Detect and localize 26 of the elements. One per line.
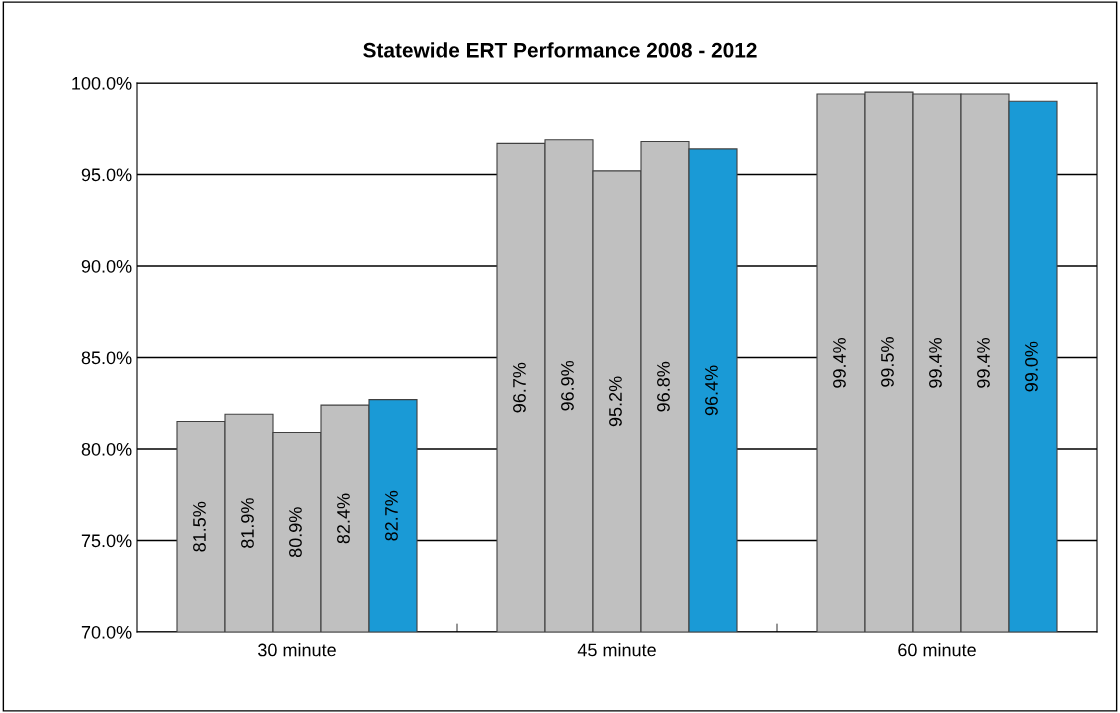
data-label: 96.4% [705, 365, 718, 416]
data-label: 81.5% [193, 501, 206, 552]
y-tick-label: 95.0% [81, 168, 132, 182]
data-label: 80.9% [289, 507, 302, 558]
chart-title: Statewide ERT Performance 2008 - 2012 [363, 42, 757, 58]
data-label: 99.4% [929, 338, 942, 388]
y-tick-label: 70.0% [81, 625, 132, 639]
x-tick-label: 45 minute [577, 643, 656, 657]
y-tick-label: 90.0% [81, 259, 132, 273]
y-tick-label: 80.0% [81, 442, 132, 456]
data-label: 81.9% [241, 498, 254, 548]
y-tick-label: 100.0% [72, 76, 132, 90]
data-label: 99.0% [1025, 341, 1038, 392]
data-label: 95.2% [609, 376, 622, 427]
x-tick-label: 60 minute [898, 643, 976, 657]
data-label: 82.4% [337, 493, 350, 544]
data-label: 99.4% [977, 338, 990, 388]
data-label: 99.4% [833, 338, 846, 388]
y-tick-label: 85.0% [81, 351, 132, 365]
data-label: 96.9% [561, 360, 574, 411]
data-label: 96.8% [657, 361, 670, 412]
x-tick-label: 30 minute [258, 643, 336, 657]
data-label: 82.7% [385, 490, 398, 541]
data-label: 99.5% [881, 337, 894, 387]
y-tick-label: 75.0% [81, 534, 132, 548]
data-label: 96.7% [513, 362, 526, 413]
